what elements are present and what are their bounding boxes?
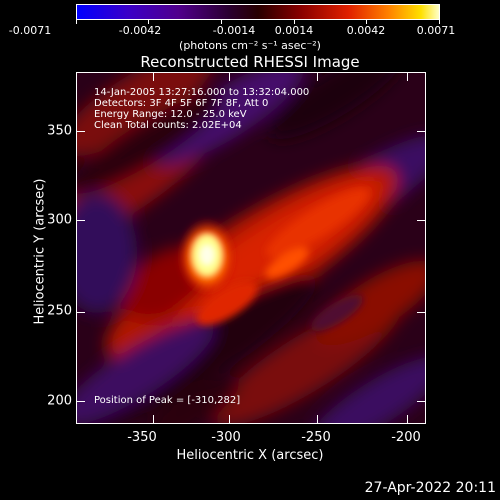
y-axis-label: Heliocentric Y (arcsec) [32,178,48,325]
x-tick-mark [407,415,408,423]
y-tick-mark [77,312,85,313]
colorbar-tick-mark [221,19,222,24]
peak-position-label: Position of Peak = [-310,282] [94,395,241,406]
x-tick-mark [317,415,318,423]
time-range-label: 14-Jan-2005 13:27:16.000 to 13:32:04.000 [94,87,310,98]
y-tick-mark [77,401,85,402]
colorbar-tick-label: -0.0014 [212,24,256,37]
colorbar-units: (photons cm⁻² s⁻¹ asec⁻²) [179,39,321,52]
plot-timestamp: 27-Apr-2022 20:11 [364,480,496,496]
x-tick-mark [317,73,318,81]
x-tick-mark [153,415,154,423]
y-tick-mark [417,220,425,221]
y-tick-mark [417,131,425,132]
y-tick-label: 200 [47,393,72,409]
image-title: Reconstructed RHESSI Image [140,53,360,71]
solar-image [77,73,425,423]
colorbar-tick-label: -0.0042 [118,24,162,37]
x-tick-label: -300 [211,430,241,445]
colorbar-tick-mark [366,19,367,24]
y-tick-mark [77,131,85,132]
x-axis-label: Heliocentric X (arcsec) [176,448,324,463]
x-tick-mark [229,73,230,81]
colorbar [76,4,440,20]
colorbar-tick-label: 0.0071 [416,24,456,37]
colorbar-tick-mark [294,19,295,24]
colorbar-tick-mark [148,19,149,24]
x-tick-label: -250 [301,430,331,445]
x-tick-label: -200 [391,430,421,445]
colorbar-tick-mark [439,19,440,24]
y-tick-mark [417,312,425,313]
colorbar-tick-label: 0.0042 [346,24,386,37]
energy-range-label: Energy Range: 12.0 - 25.0 keV [94,109,247,120]
solar-image-plot: 14-Jan-2005 13:27:16.000 to 13:32:04.000… [76,72,426,424]
y-tick-label: 250 [47,303,72,319]
detectors-label: Detectors: 3F 4F 5F 6F 7F 8F, Att 0 [94,98,269,109]
y-tick-mark [417,401,425,402]
y-tick-label: 300 [47,212,72,228]
colorbar-tick-mark [76,19,77,24]
y-tick-mark [77,220,85,221]
x-tick-mark [153,73,154,81]
colorbar-tick-label: -0.0071 [8,24,52,37]
x-tick-mark [407,73,408,81]
method-counts-label: Clean Total counts: 2.02E+04 [94,120,242,131]
y-tick-label: 350 [47,123,72,139]
x-tick-mark [229,415,230,423]
colorbar-tick-label: 0.0014 [274,24,314,37]
x-tick-label: -350 [127,430,157,445]
